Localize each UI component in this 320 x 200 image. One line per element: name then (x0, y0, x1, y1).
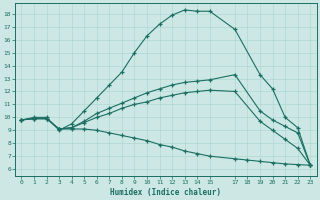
X-axis label: Humidex (Indice chaleur): Humidex (Indice chaleur) (110, 188, 221, 197)
